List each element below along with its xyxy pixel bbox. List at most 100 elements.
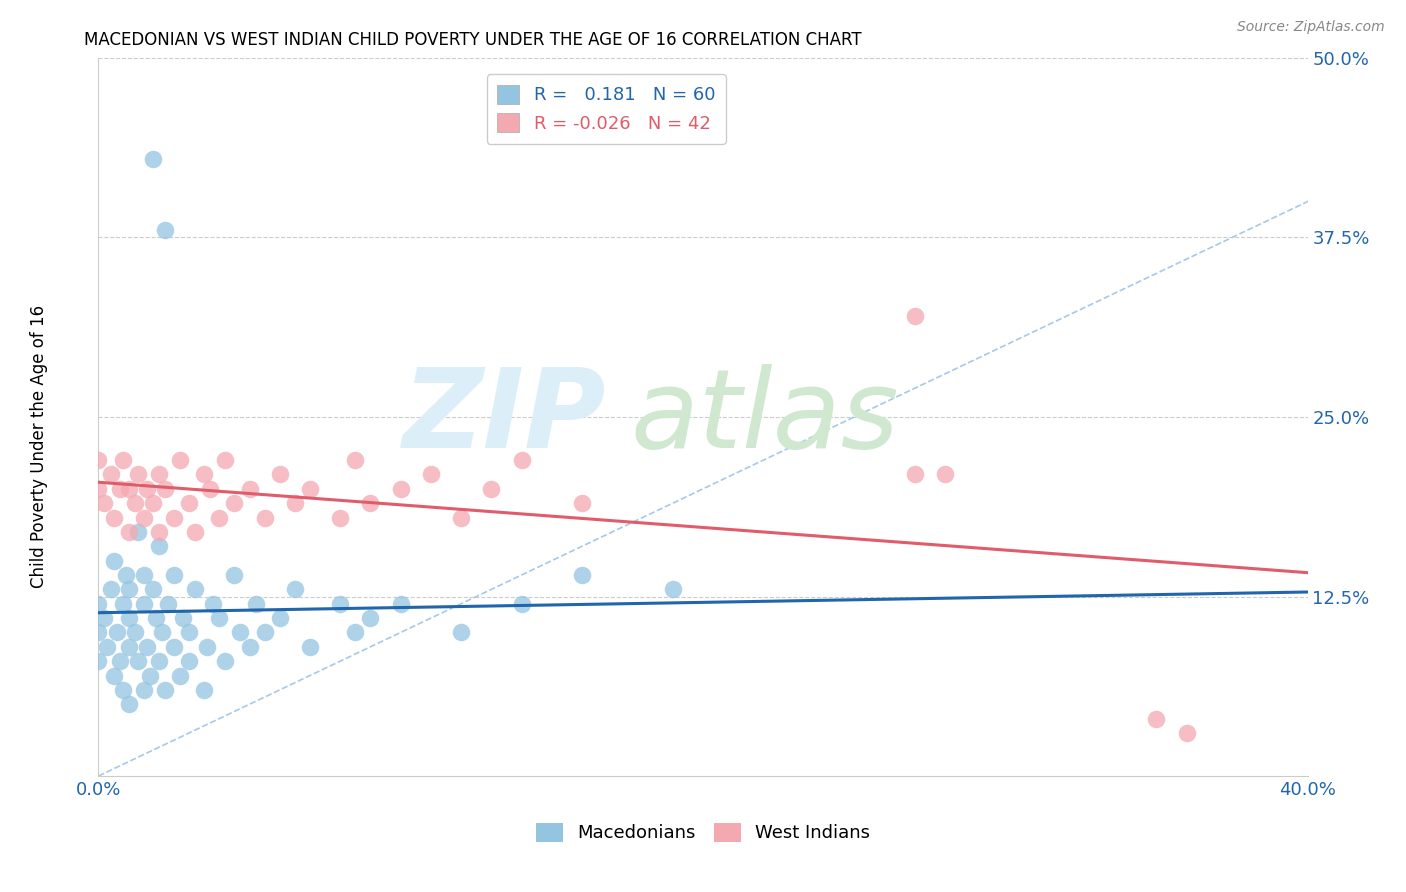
Point xyxy=(87,453,110,467)
Point xyxy=(156,597,179,611)
Point xyxy=(571,496,593,510)
Point xyxy=(163,510,186,524)
Point xyxy=(132,568,155,582)
Point xyxy=(103,510,125,524)
Point xyxy=(904,310,927,324)
Point xyxy=(124,625,146,640)
Point xyxy=(184,582,207,597)
Point xyxy=(142,582,165,597)
Point xyxy=(344,453,367,467)
Legend: Macedonians, West Indians: Macedonians, West Indians xyxy=(529,816,877,849)
Point xyxy=(96,640,118,654)
Point xyxy=(224,568,246,582)
Point xyxy=(132,597,155,611)
Point xyxy=(118,582,141,597)
Text: Source: ZipAtlas.com: Source: ZipAtlas.com xyxy=(1237,20,1385,34)
Point xyxy=(214,453,236,467)
Point xyxy=(389,597,412,611)
Point xyxy=(1175,726,1198,740)
Point xyxy=(200,482,222,496)
Point xyxy=(208,611,231,625)
Point xyxy=(284,496,307,510)
Point xyxy=(142,496,165,510)
Text: MACEDONIAN VS WEST INDIAN CHILD POVERTY UNDER THE AGE OF 16 CORRELATION CHART: MACEDONIAN VS WEST INDIAN CHILD POVERTY … xyxy=(84,31,862,49)
Point xyxy=(172,611,194,625)
Point xyxy=(108,482,131,496)
Point xyxy=(184,524,207,539)
Point xyxy=(100,467,122,482)
Point xyxy=(100,582,122,597)
Text: Child Poverty Under the Age of 16: Child Poverty Under the Age of 16 xyxy=(31,304,48,588)
Point xyxy=(299,640,322,654)
Point xyxy=(111,453,134,467)
Point xyxy=(148,539,170,553)
Point xyxy=(153,682,176,697)
Point xyxy=(195,640,218,654)
Point xyxy=(118,640,141,654)
Point xyxy=(169,668,191,682)
Point xyxy=(510,453,533,467)
Point xyxy=(148,654,170,668)
Point xyxy=(150,625,173,640)
Point xyxy=(148,467,170,482)
Point xyxy=(179,654,201,668)
Point xyxy=(135,640,157,654)
Point xyxy=(135,482,157,496)
Point xyxy=(389,482,412,496)
Point xyxy=(299,482,322,496)
Point xyxy=(145,611,167,625)
Point xyxy=(163,640,186,654)
Point xyxy=(139,668,162,682)
Point xyxy=(661,582,683,597)
Point xyxy=(93,496,115,510)
Point xyxy=(142,152,165,166)
Point xyxy=(450,510,472,524)
Point xyxy=(904,467,927,482)
Point xyxy=(179,625,201,640)
Point xyxy=(284,582,307,597)
Point xyxy=(245,597,267,611)
Point xyxy=(108,654,131,668)
Point xyxy=(87,625,110,640)
Point xyxy=(93,611,115,625)
Point xyxy=(163,568,186,582)
Point xyxy=(239,482,262,496)
Point xyxy=(118,611,141,625)
Point xyxy=(169,453,191,467)
Point xyxy=(934,467,956,482)
Point xyxy=(87,654,110,668)
Point xyxy=(329,510,352,524)
Point xyxy=(118,698,141,712)
Point xyxy=(253,510,276,524)
Point xyxy=(127,467,149,482)
Point xyxy=(239,640,262,654)
Point xyxy=(127,524,149,539)
Point xyxy=(214,654,236,668)
Point xyxy=(153,482,176,496)
Point xyxy=(153,223,176,237)
Point xyxy=(420,467,443,482)
Point xyxy=(269,611,291,625)
Point xyxy=(193,467,215,482)
Point xyxy=(208,510,231,524)
Point xyxy=(103,668,125,682)
Text: ZIP: ZIP xyxy=(402,364,606,470)
Point xyxy=(510,597,533,611)
Point xyxy=(132,682,155,697)
Point xyxy=(360,496,382,510)
Point xyxy=(269,467,291,482)
Point xyxy=(450,625,472,640)
Point xyxy=(571,568,593,582)
Point xyxy=(253,625,276,640)
Point xyxy=(1144,712,1167,726)
Point xyxy=(148,524,170,539)
Point xyxy=(329,597,352,611)
Point xyxy=(118,524,141,539)
Point xyxy=(132,510,155,524)
Point xyxy=(344,625,367,640)
Point xyxy=(105,625,128,640)
Point xyxy=(111,682,134,697)
Point xyxy=(481,482,503,496)
Point xyxy=(127,654,149,668)
Point xyxy=(118,482,141,496)
